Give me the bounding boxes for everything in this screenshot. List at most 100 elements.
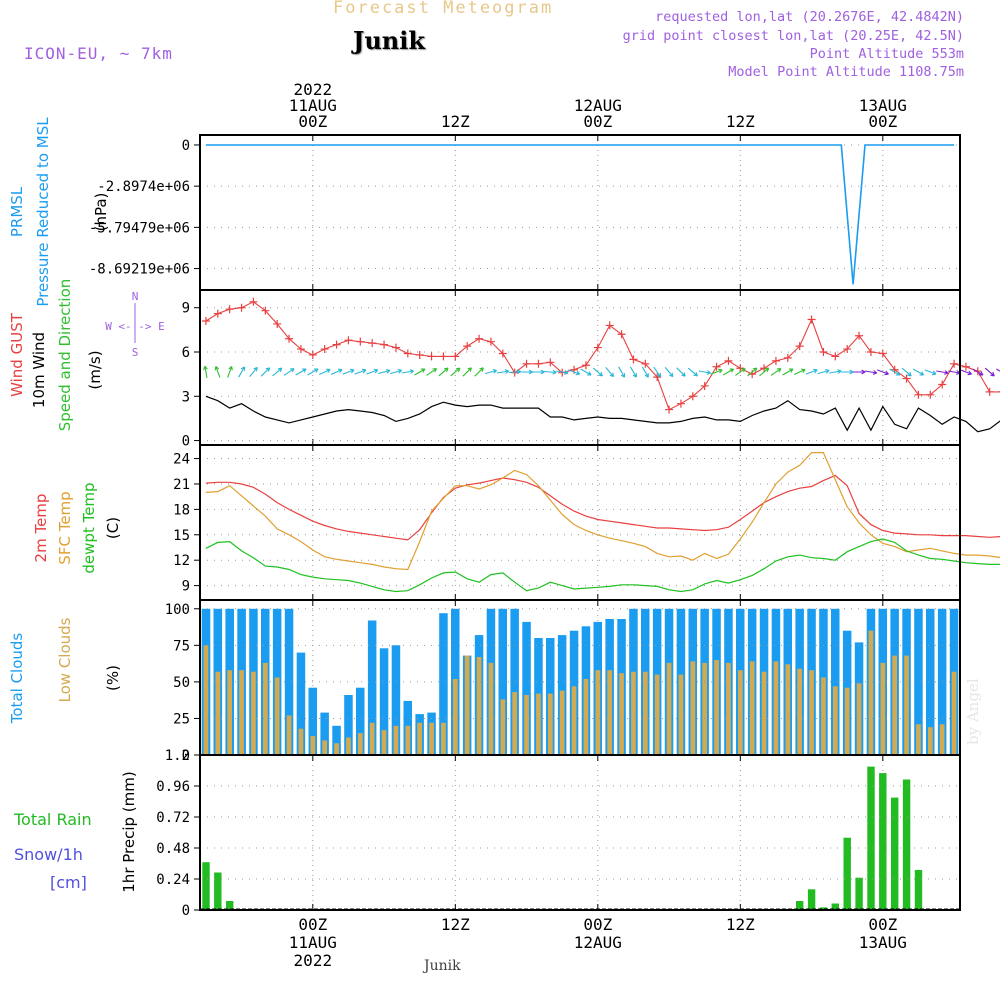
- wind-direction-arrow: [438, 367, 449, 377]
- temp-dewpoint-line: [205, 538, 1000, 593]
- precip-y-tick-label: 0.72: [156, 810, 190, 826]
- footer-location: Junik: [424, 958, 461, 974]
- wind-gust-marker: [285, 334, 294, 343]
- wind-direction-arrow: [747, 367, 758, 377]
- low-clouds-bar: [892, 655, 897, 755]
- low-clouds-bar: [536, 693, 541, 755]
- wind-gust-marker: [427, 352, 436, 361]
- wind-direction-arrow: [759, 367, 770, 377]
- wind-direction-arrow: [462, 367, 472, 377]
- wind-direction-arrow: [664, 367, 674, 378]
- bottom-time-label-line: 12Z: [441, 915, 470, 934]
- model-point-altitude: Model Point Altitude 1108.75m: [728, 64, 964, 80]
- low-clouds-bar: [939, 724, 945, 755]
- wind-gust-marker: [356, 337, 365, 346]
- snow-unit: [cm]: [50, 873, 87, 892]
- top-time-label-line: 00Z: [868, 112, 897, 131]
- low-clouds-bar: [548, 693, 553, 755]
- wind-direction-arrow: [722, 368, 735, 376]
- wind-direction-arrow: [817, 368, 830, 375]
- wind-y-axis: 0 3 6 9: [182, 301, 960, 450]
- wind-direction-arrow: [605, 367, 615, 378]
- prmsl-y-tick-label: 0: [182, 138, 190, 154]
- wind-gust-marker: [926, 390, 935, 399]
- temp-y-tick-label: 9: [182, 579, 190, 595]
- low-clouds-bar: [358, 733, 363, 755]
- low-clouds-bar: [286, 715, 292, 755]
- rain-bar: [226, 901, 234, 910]
- prmsl-line: [205, 144, 955, 285]
- wind-gust-marker: [249, 297, 258, 306]
- precip-y-tick-label: 0: [182, 903, 190, 919]
- wind-gust-marker: [475, 334, 484, 343]
- wind-direction-arrow: [629, 366, 637, 378]
- low-clouds-bar: [904, 655, 909, 755]
- wind-gust-marker: [783, 353, 792, 362]
- rain-bar: [796, 901, 804, 910]
- grid-point-coords: grid point closest lon,lat (20.25E, 42.5…: [622, 28, 964, 44]
- low-clouds-bar: [773, 661, 779, 755]
- low-clouds-bar: [619, 673, 624, 755]
- low-clouds-bar: [476, 657, 482, 755]
- wind-y-tick-label: 9: [182, 301, 190, 317]
- low-clouds-bar: [334, 743, 339, 755]
- wind-direction-arrow: [676, 367, 686, 377]
- low-clouds-bar: [690, 661, 696, 755]
- low-clouds-bar: [227, 670, 232, 755]
- low-clouds-bar: [524, 695, 529, 755]
- requested-coords: requested lon,lat (20.2676E, 42.4842N): [655, 9, 964, 25]
- rain-bar: [807, 889, 816, 910]
- wind-gust-marker: [724, 356, 733, 365]
- wind-direction-arrow: [484, 368, 498, 375]
- low-clouds-bar: [322, 740, 327, 755]
- low-clouds-bar: [441, 722, 446, 755]
- wind-gust-marker: [273, 319, 282, 328]
- wind-gust-marker: [973, 367, 982, 376]
- wind-compass: NW <-|-> ES: [105, 290, 165, 359]
- clouds-y-tick-label: 50: [173, 675, 190, 691]
- top-time-label-line: 11AUG: [289, 96, 337, 115]
- wind-direction-arrow: [805, 368, 818, 375]
- precip-y-tick-label: 0.96: [156, 779, 190, 795]
- low-clouds-bar: [785, 664, 791, 755]
- wind-direction-arrow: [520, 369, 533, 375]
- low-clouds-bar: [393, 725, 399, 755]
- wind-gust-marker: [700, 381, 709, 390]
- low-clouds-bar: [916, 724, 921, 755]
- total-clouds-bar: [439, 613, 448, 755]
- total-clouds-bar: [510, 608, 519, 755]
- wind-direction-arrow: [924, 369, 937, 376]
- wind-direction-arrow: [592, 367, 603, 377]
- wind-gust-marker: [415, 350, 424, 359]
- wind-gust-marker: [391, 343, 400, 352]
- low-clouds-bar: [833, 686, 838, 755]
- wind-unit: (m/s): [86, 350, 104, 389]
- wind-gust-line: [205, 301, 1000, 411]
- low-clouds-bar: [726, 662, 731, 755]
- prmsl-label: PRMSL: [8, 186, 26, 237]
- top-time-label-line: 00Z: [583, 112, 612, 131]
- watermark: by Angel: [964, 678, 982, 745]
- wind-gust-marker: [855, 331, 864, 340]
- total-clouds-bar: [522, 621, 531, 755]
- wind-direction-arrow: [960, 369, 973, 376]
- prmsl-unit: (hPa): [92, 193, 110, 232]
- total-clouds-bar: [379, 648, 389, 755]
- bottom-time-label-line: 12AUG: [574, 933, 622, 952]
- wind-direction-arrow: [829, 369, 842, 374]
- bottom-time-label-line: 11AUG: [289, 933, 337, 952]
- rain-bar: [914, 870, 923, 910]
- wind-direction-arrow: [295, 368, 307, 376]
- wind-gust-marker: [938, 380, 947, 389]
- wind-gust-marker: [498, 349, 507, 358]
- chart-title: Forecast Meteogram: [333, 0, 554, 18]
- wind-direction-arrow: [877, 369, 889, 376]
- point-altitude: Point Altitude 553m: [809, 46, 964, 62]
- total-clouds-bar: [356, 687, 365, 755]
- low-clouds-bar: [203, 645, 209, 755]
- wind-gust-marker: [665, 405, 674, 414]
- wind-gust-marker: [843, 345, 852, 354]
- low-clouds-bar: [868, 630, 874, 755]
